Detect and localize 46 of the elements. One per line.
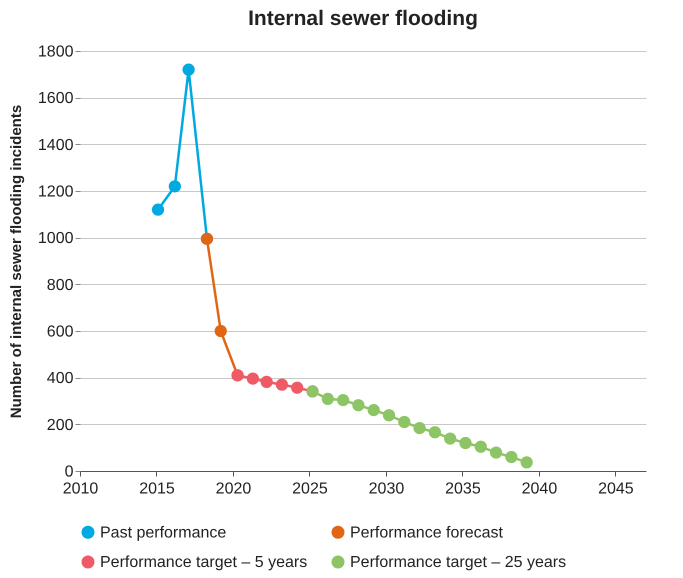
y-tick-label: 1200 xyxy=(38,184,74,200)
point xyxy=(428,426,442,438)
x-tick-label: 2020 xyxy=(216,480,252,498)
point xyxy=(368,404,380,416)
point xyxy=(413,422,426,434)
x-tick-label: 2030 xyxy=(368,480,404,498)
y-tick-label: 400 xyxy=(46,370,74,388)
y-tick-label: 1800 xyxy=(38,44,74,60)
legend-label: Performance target – 25 years xyxy=(350,554,566,571)
point xyxy=(152,204,164,216)
y-tick-label: 800 xyxy=(46,276,74,294)
point xyxy=(459,436,472,450)
point xyxy=(505,450,518,464)
y-tick-label: 1400 xyxy=(38,136,74,154)
y-tick-label: 200 xyxy=(46,416,74,434)
point xyxy=(322,392,334,406)
x-tick-label: 2045 xyxy=(598,480,634,498)
x-tick-label: 2010 xyxy=(62,480,98,498)
y-tick-label: 1000 xyxy=(38,230,74,248)
point xyxy=(336,394,350,406)
point xyxy=(520,456,533,468)
y-tick-label: 0 xyxy=(64,464,74,480)
point xyxy=(214,324,227,338)
legend-label: Performance forecast xyxy=(350,524,504,542)
y-tick-label: 1600 xyxy=(38,90,74,108)
y-tick-label: 600 xyxy=(46,324,74,340)
point xyxy=(444,432,456,445)
point xyxy=(291,382,304,394)
point xyxy=(168,180,181,192)
y-axis-title: Number of internal sewer flooding incidents xyxy=(8,104,25,418)
point xyxy=(260,376,273,388)
x-tick-label: 2015 xyxy=(139,480,175,498)
x-tick-label: 2040 xyxy=(522,480,558,498)
point xyxy=(382,409,396,422)
chart-title: Internal sewer flooding xyxy=(248,7,478,30)
point xyxy=(490,446,502,459)
x-tick-label: 2035 xyxy=(445,480,481,498)
x-tick-label: 2025 xyxy=(292,480,328,498)
legend-label: Past performance xyxy=(100,524,226,542)
point xyxy=(474,440,487,453)
point xyxy=(182,64,195,76)
point xyxy=(398,416,410,428)
point xyxy=(246,372,259,385)
point xyxy=(352,399,365,412)
legend-label: Performance target – 5 years xyxy=(100,554,308,571)
point xyxy=(276,378,288,391)
